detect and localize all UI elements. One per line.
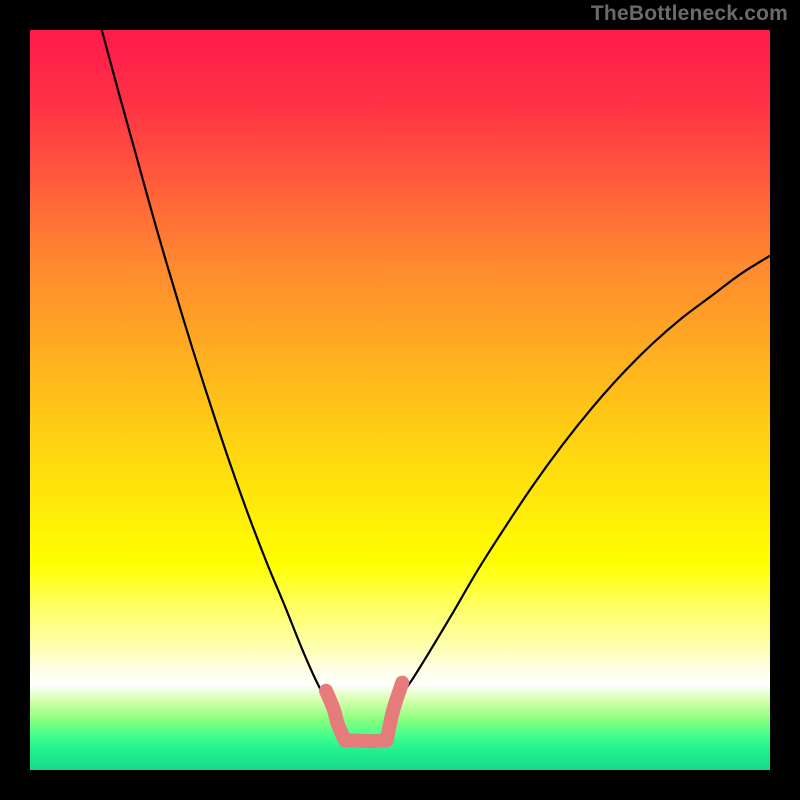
chart-canvas: { "watermark": { "text": "TheBottleneck.…	[0, 0, 800, 800]
watermark-text: TheBottleneck.com	[591, 2, 788, 26]
chart-svg	[0, 0, 800, 800]
gradient-background	[30, 30, 770, 770]
